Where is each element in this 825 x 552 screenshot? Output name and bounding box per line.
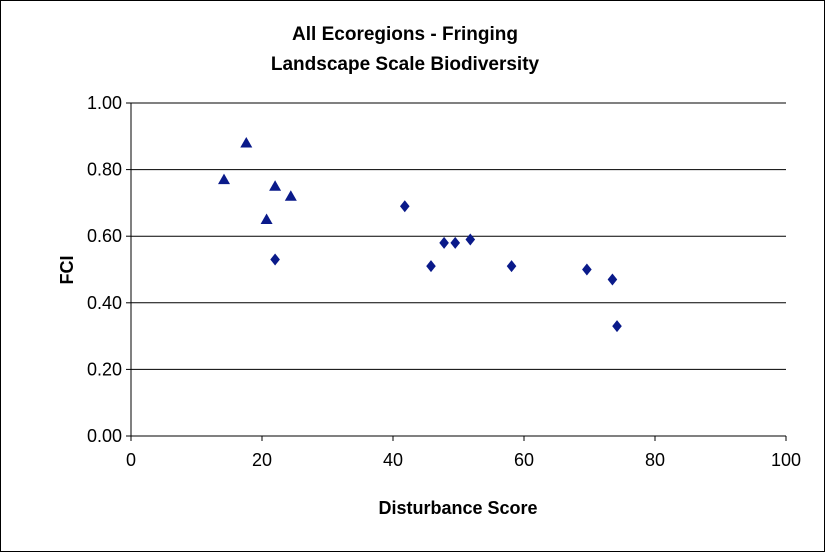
chart-title: All Ecoregions - Fringing — [292, 24, 518, 45]
diamond-data-point — [607, 273, 618, 286]
x-axis-ticks: 0 20 40 60 80 100 — [126, 436, 801, 470]
diamond-data-point — [399, 200, 410, 213]
x-tick-label: 0 — [126, 450, 136, 470]
diamond-data-point — [426, 260, 436, 273]
x-tick-label: 100 — [771, 450, 801, 470]
y-tick-label: 0.60 — [87, 226, 122, 246]
y-tick-label: 0.20 — [87, 359, 122, 379]
x-axis-title: Disturbance Score — [378, 498, 537, 518]
y-axis-ticks: 0.00 0.20 0.40 0.60 0.80 1.00 — [87, 93, 131, 446]
y-tick-label: 1.00 — [87, 93, 122, 113]
diamond-data-point — [450, 236, 461, 249]
gridlines — [131, 102, 786, 370]
triangle-data-point — [269, 180, 282, 191]
y-tick-label: 0.80 — [87, 160, 122, 180]
x-tick-label: 80 — [645, 450, 665, 470]
diamond-data-point — [270, 253, 280, 266]
diamond-data-point — [612, 320, 622, 333]
y-axis-title: FCI — [57, 256, 77, 285]
triangle-data-point — [218, 173, 231, 185]
x-tick-label: 20 — [252, 450, 272, 470]
data-points — [218, 136, 622, 333]
chart-subtitle: Landscape Scale Biodiversity — [271, 54, 540, 75]
diamond-data-point — [465, 233, 476, 246]
axes — [130, 103, 786, 437]
diamond-data-point — [506, 260, 517, 273]
x-tick-label: 40 — [383, 450, 403, 470]
diamond-data-point — [439, 236, 449, 249]
y-tick-label: 0.00 — [87, 426, 122, 446]
diamond-data-point — [582, 263, 592, 276]
triangle-data-point — [284, 190, 297, 201]
x-tick-label: 60 — [514, 450, 534, 470]
triangle-data-point — [260, 213, 273, 225]
y-tick-label: 0.40 — [87, 293, 122, 313]
triangle-data-point — [240, 136, 253, 148]
